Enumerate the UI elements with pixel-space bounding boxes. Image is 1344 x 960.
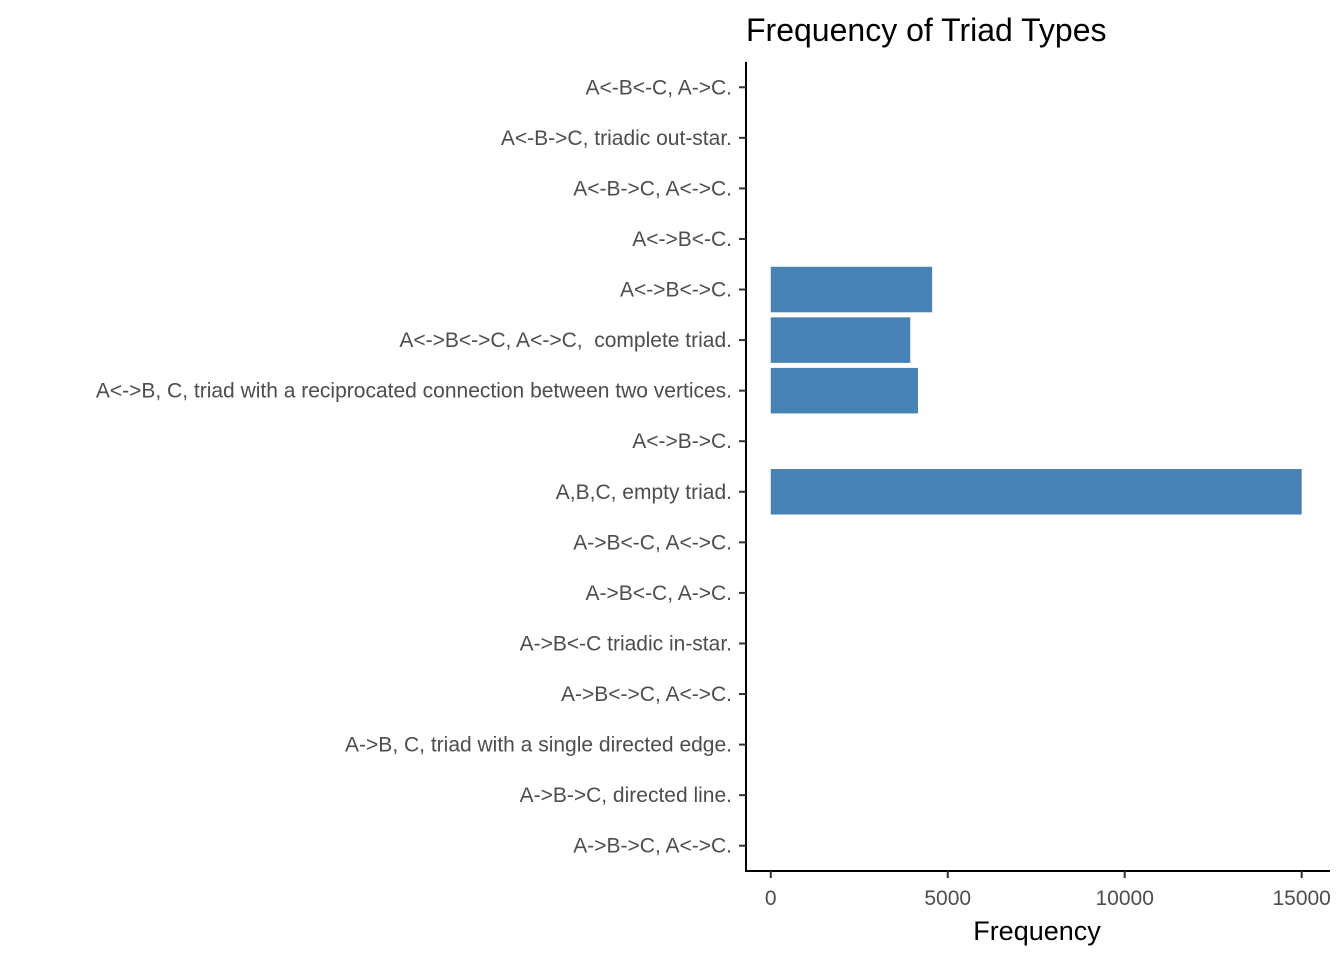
y-tick-label: A<->B, C, triad with a reciprocated conn… (96, 380, 732, 403)
y-axis-ticks: A<-B<-C, A->C. A<-B->C, triadic out-star.… (96, 76, 746, 858)
bar (770, 469, 1302, 515)
y-tick-label: A->B->C, directed line. (520, 784, 732, 807)
y-tick-label: A<->B<-C. (632, 228, 732, 251)
y-tick-label: A,B,C, empty triad. (556, 481, 732, 504)
y-tick-label: A->B<-C, A<->C. (573, 531, 732, 554)
bar (770, 367, 919, 414)
y-tick-label: A<-B<-C, A->C. (586, 76, 732, 99)
x-tick-label: 0 (765, 887, 777, 910)
y-tick-label: A<->B->C. (632, 430, 732, 453)
y-tick-label: A<-B->C, A<->C. (573, 177, 732, 200)
y-tick-label: A<->B<->C. (620, 279, 732, 302)
x-tick-label: 5000 (924, 887, 971, 910)
y-tick-label: A->B->C, A<->C. (573, 835, 732, 858)
bar (770, 317, 911, 363)
bars-layer (770, 266, 1302, 515)
y-tick-label: A<-B->C, triadic out-star. (501, 127, 732, 150)
y-tick-label: A->B<->C, A<->C. (561, 683, 732, 706)
x-tick-label: 15000 (1272, 887, 1330, 910)
bar (770, 266, 933, 313)
y-tick-label: A<->B<->C, A<->C, complete triad. (399, 329, 732, 352)
y-tick-label: A->B<-C, A->C. (586, 582, 732, 605)
x-tick-label: 10000 (1096, 887, 1154, 910)
chart-title: Frequency of Triad Types (746, 12, 1106, 48)
y-tick-label: A->B, C, triad with a single directed ed… (345, 734, 732, 757)
x-axis-ticks: 0 5000 10000 15000 (765, 871, 1331, 910)
y-tick-label: A->B<-C triadic in-star. (520, 632, 732, 655)
x-axis-title: Frequency (973, 916, 1101, 946)
